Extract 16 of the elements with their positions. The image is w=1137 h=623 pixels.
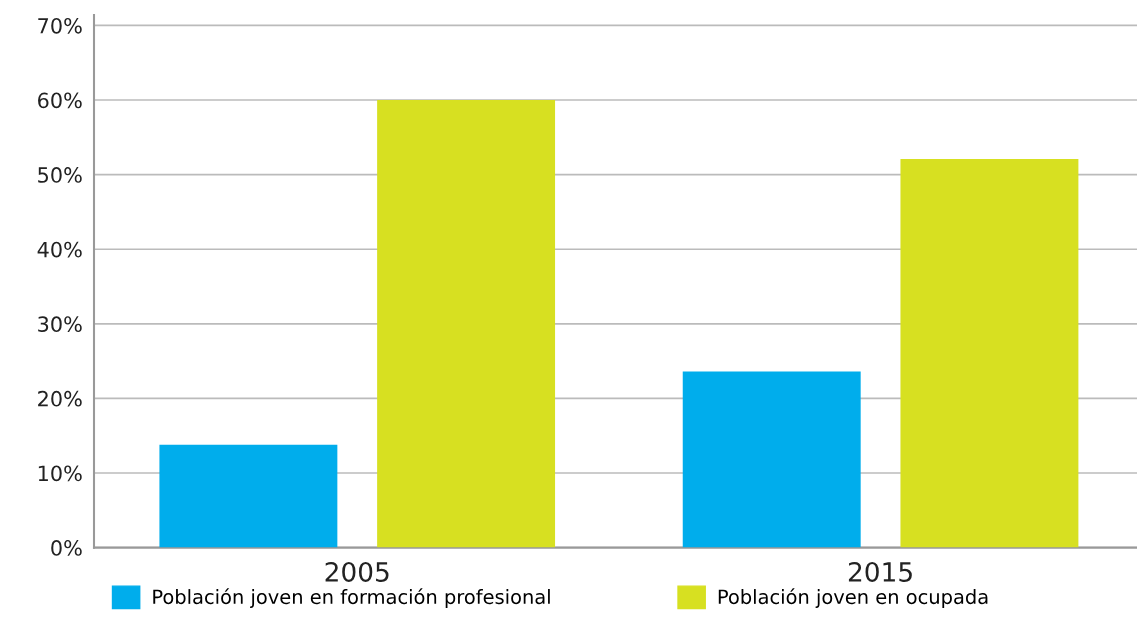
legend-label: Población joven en formación profesional xyxy=(153,588,550,608)
x-tick-label: 2005 xyxy=(325,561,389,582)
y-tick-label: 0% xyxy=(51,540,82,556)
y-tick-label: 20% xyxy=(38,390,82,407)
y-tick-label: 60% xyxy=(38,92,82,109)
y-tick-label: 10% xyxy=(38,465,82,482)
bar xyxy=(159,444,338,548)
x-tick-label: 2015 xyxy=(848,561,912,582)
legend-label: Población joven en ocupada xyxy=(718,588,988,608)
bar xyxy=(682,371,861,548)
y-tick-label: 40% xyxy=(37,241,82,258)
bar xyxy=(900,158,1079,548)
bar xyxy=(377,100,556,548)
y-tick-label: 70% xyxy=(38,17,82,34)
y-tick-label: 50% xyxy=(38,167,82,183)
y-tick-label: 30% xyxy=(38,316,82,333)
